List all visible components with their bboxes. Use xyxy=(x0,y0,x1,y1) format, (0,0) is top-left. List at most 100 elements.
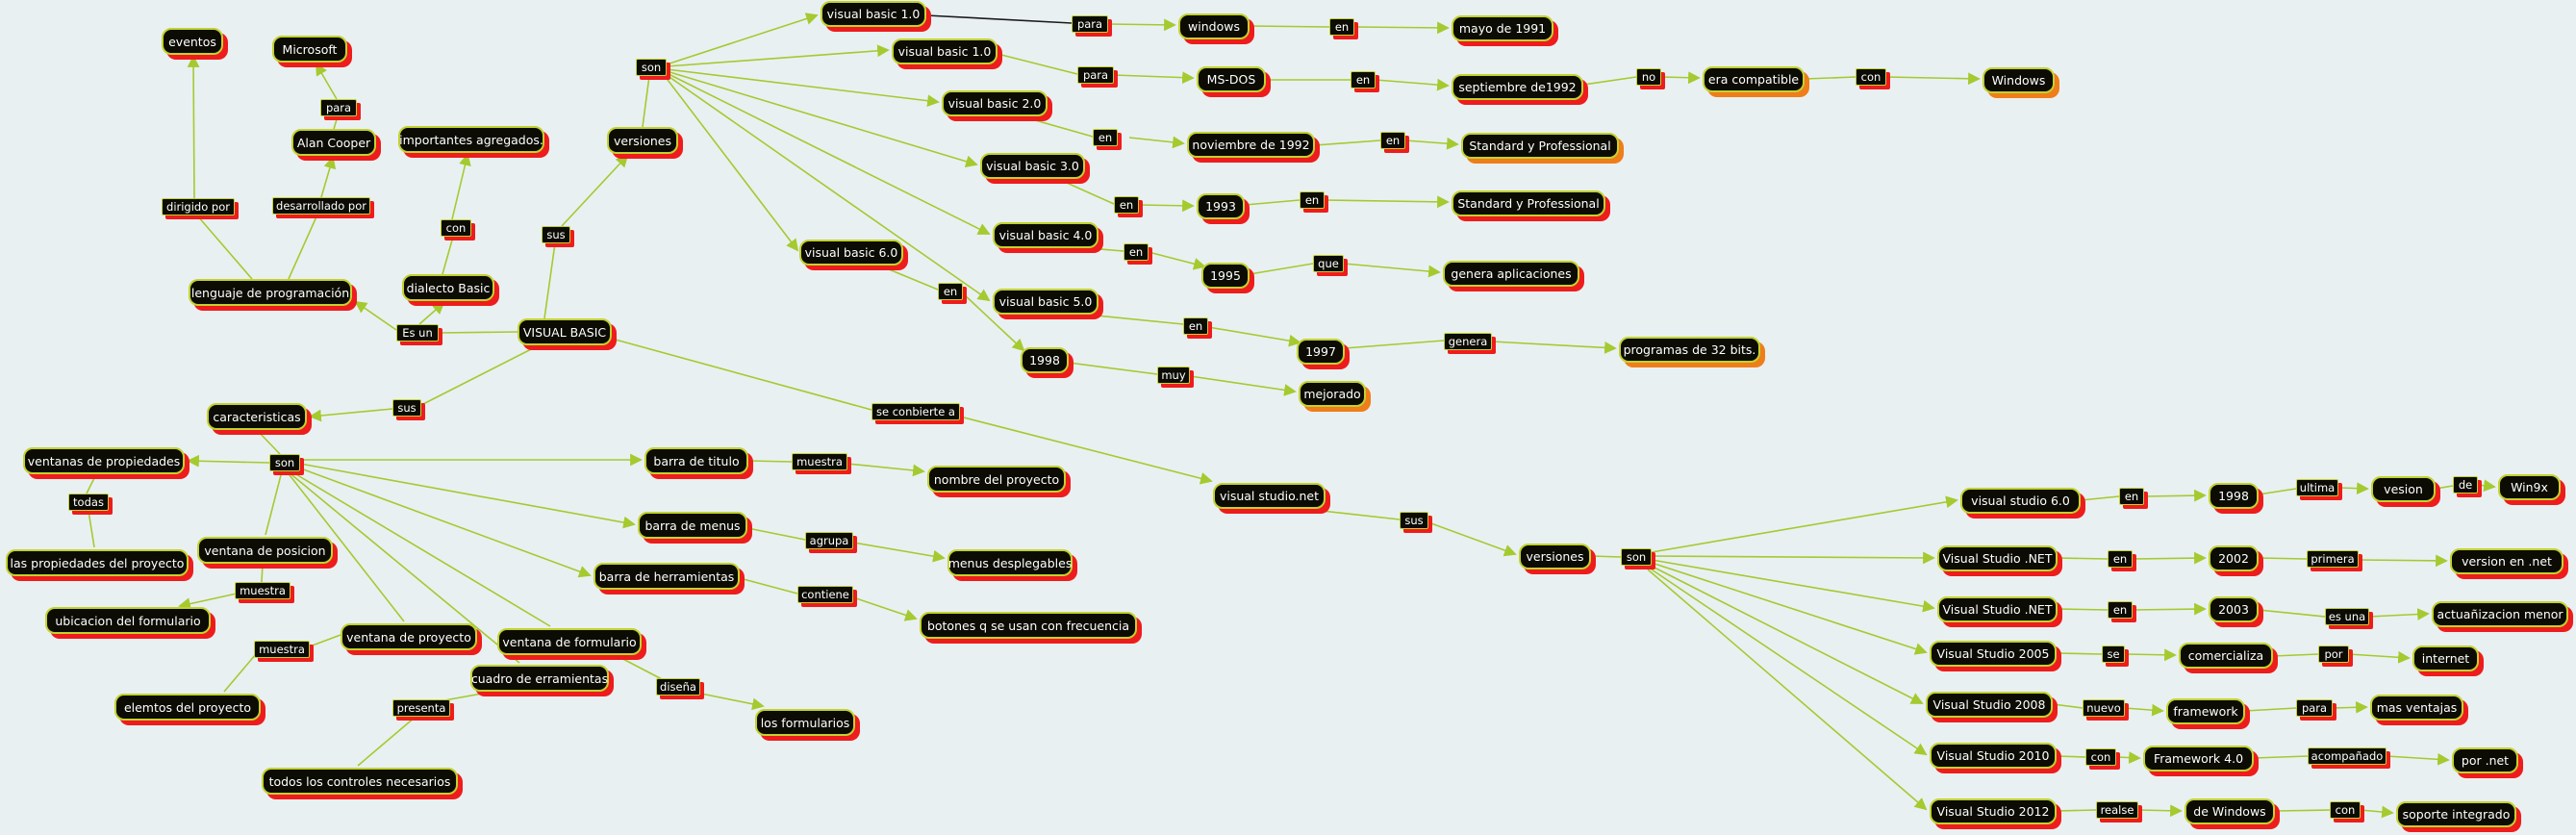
concept-anio-1998-der[interactable]: 1998 xyxy=(2209,483,2259,509)
concept-todos-controles[interactable]: todos los controles necesarios xyxy=(262,768,458,795)
concept-visual-studio-2005[interactable]: Visual Studio 2005 xyxy=(1930,641,2057,667)
concept-barra-titulo[interactable]: barra de titulo xyxy=(644,447,748,474)
concept-los-formularios[interactable]: los formularios xyxy=(755,709,855,736)
concept-cuadro-erramientas[interactable]: cuadro de erramientas xyxy=(470,665,609,692)
concept-anio-1998-izq[interactable]: 1998 xyxy=(1021,347,1069,373)
concept-win9x[interactable]: Win9x xyxy=(2498,474,2561,500)
concept-ventana-proyecto[interactable]: ventana de proyecto xyxy=(341,623,477,650)
link-label-con-windows[interactable]: con xyxy=(1856,68,1886,86)
concept-ventana-posicion[interactable]: ventana de posicion xyxy=(197,537,333,564)
concept-era-compatible[interactable]: era compatible xyxy=(1703,66,1805,92)
link-label-en-standard-2[interactable]: en xyxy=(1300,191,1325,209)
concept-vesion[interactable]: vesion xyxy=(2371,476,2436,502)
link-label-acompanado[interactable]: acompañado xyxy=(2308,747,2387,765)
concept-vb50[interactable]: visual basic 5.0 xyxy=(993,289,1099,315)
concept-visual-studio-2012[interactable]: Visual Studio 2012 xyxy=(1930,798,2057,824)
link-label-muy[interactable]: muy xyxy=(1157,367,1190,384)
link-label-primera[interactable]: primera xyxy=(2307,550,2359,568)
concept-ventana-formulario[interactable]: ventana de formulario xyxy=(497,628,642,655)
concept-elemtos-proyecto[interactable]: elemtos del proyecto xyxy=(114,694,261,721)
link-label-en-2003[interactable]: en xyxy=(2108,601,2133,619)
link-label-ultima[interactable]: ultima xyxy=(2296,479,2338,496)
link-label-agrupa[interactable]: agrupa xyxy=(805,532,853,549)
link-label-realse[interactable]: realse xyxy=(2096,801,2138,819)
link-label-desarrollado-por[interactable]: desarrollado por xyxy=(272,197,370,215)
concept-barra-menus[interactable]: barra de menus xyxy=(638,512,747,539)
concept-anio-2003[interactable]: 2003 xyxy=(2209,596,2259,622)
concept-internet[interactable]: internet xyxy=(2412,645,2479,671)
link-label-con-soporte[interactable]: con xyxy=(2330,801,2361,819)
concept-version-en-net[interactable]: version en .net xyxy=(2450,548,2563,574)
link-label-no-era[interactable]: no xyxy=(1636,68,1661,86)
link-label-en-mayo[interactable]: en xyxy=(1329,18,1354,36)
concept-anio-1997[interactable]: 1997 xyxy=(1297,339,1345,365)
link-label-muestra-titulo[interactable]: muestra xyxy=(792,453,847,470)
concept-windows-izq[interactable]: windows xyxy=(1178,13,1250,39)
concept-lenguaje-programacion[interactable]: lenguaje de programación xyxy=(189,279,352,306)
link-label-todas[interactable]: todas xyxy=(68,493,109,511)
concept-genera-aplicaciones[interactable]: genera aplicaciones xyxy=(1443,261,1579,287)
concept-framework[interactable]: framework xyxy=(2166,698,2245,724)
concept-por-net[interactable]: por .net xyxy=(2452,747,2518,773)
concept-visual-studio-net-2[interactable]: Visual Studio .NET xyxy=(1937,596,2058,622)
link-label-por[interactable]: por xyxy=(2318,645,2349,663)
concept-visual-studio-60[interactable]: visual studio 6.0 xyxy=(1960,488,2081,514)
link-label-con-framework[interactable]: con xyxy=(2085,748,2116,766)
link-label-en-noviembre[interactable]: en xyxy=(1093,129,1118,146)
concept-visual-studio-net-1[interactable]: Visual Studio .NET xyxy=(1937,545,2058,571)
concept-ms-dos[interactable]: MS-DOS xyxy=(1197,66,1266,92)
concept-menus-desplegables[interactable]: menus desplegables xyxy=(947,549,1073,576)
link-label-que-genera[interactable]: que xyxy=(1313,255,1344,272)
link-label-contiene[interactable]: contiene xyxy=(797,586,853,603)
link-label-en-1995[interactable]: en xyxy=(1124,243,1149,261)
concept-windows-der[interactable]: Windows xyxy=(1983,67,2055,93)
concept-mayo-1991[interactable]: mayo de 1991 xyxy=(1452,15,1553,41)
concept-barra-herramientas[interactable]: barra de herramientas xyxy=(593,563,740,590)
link-label-para-msdos[interactable]: para xyxy=(1077,66,1114,84)
concept-dialecto-basic[interactable]: dialecto Basic xyxy=(402,274,494,301)
link-label-en-septiembre[interactable]: en xyxy=(1351,71,1376,89)
link-label-sus-visual-studio[interactable]: sus xyxy=(1400,512,1428,529)
concept-alan-cooper[interactable]: Alan Cooper xyxy=(291,129,376,156)
link-label-para-windows[interactable]: para xyxy=(1072,15,1108,33)
link-label-muestra-proyecto[interactable]: muestra xyxy=(254,641,310,658)
concept-standard-professional-2[interactable]: Standard y Professional xyxy=(1452,190,1605,216)
concept-eventos[interactable]: eventos xyxy=(162,28,223,55)
concept-vb10-a[interactable]: visual basic 1.0 xyxy=(821,1,926,27)
concept-vb20[interactable]: visual basic 2.0 xyxy=(942,90,1048,116)
concept-ubicacion-formulario[interactable]: ubicacion del formulario xyxy=(45,607,211,634)
link-label-muestra-posicion[interactable]: muestra xyxy=(235,582,290,599)
concept-mejorado[interactable]: mejorado xyxy=(1299,381,1366,407)
concept-noviembre-1992[interactable]: noviembre de 1992 xyxy=(1187,132,1315,158)
link-label-dirigido-por[interactable]: dirigido por xyxy=(162,198,235,215)
concept-versiones-der[interactable]: versiones xyxy=(1519,544,1591,569)
link-label-se[interactable]: se xyxy=(2102,645,2125,663)
concept-standard-professional-1[interactable]: Standard y Professional xyxy=(1461,133,1619,159)
link-label-en-2002[interactable]: en xyxy=(2108,550,2133,568)
concept-anio-1993[interactable]: 1993 xyxy=(1197,193,1245,219)
concept-anio-2002[interactable]: 2002 xyxy=(2209,545,2259,571)
concept-de-windows[interactable]: de Windows xyxy=(2185,798,2275,824)
concept-vb40[interactable]: visual basic 4.0 xyxy=(993,222,1099,248)
link-label-presenta[interactable]: presenta xyxy=(392,699,450,717)
link-label-son-visual-studio[interactable]: son xyxy=(1621,548,1652,566)
concept-ventanas-propiedades[interactable]: ventanas de propiedades xyxy=(23,447,185,474)
concept-vb60[interactable]: visual basic 6.0 xyxy=(799,240,903,266)
link-label-disena[interactable]: diseña xyxy=(656,678,700,696)
concept-visual-studio-2008[interactable]: Visual Studio 2008 xyxy=(1926,692,2053,718)
link-label-en-1993[interactable]: en xyxy=(1114,196,1139,214)
concept-importantes-agregados[interactable]: importantes agregados. xyxy=(398,126,544,153)
link-label-en-1997[interactable]: en xyxy=(1183,317,1208,335)
concept-vb30[interactable]: visual basic 3.0 xyxy=(980,153,1085,179)
concept-actuanizacion-menor[interactable]: actuañizacion menor xyxy=(2432,601,2568,627)
concept-anio-1995[interactable]: 1995 xyxy=(1201,263,1250,289)
link-label-nuevo[interactable]: nuevo xyxy=(2083,699,2125,717)
concept-mas-ventajas[interactable]: mas ventajas xyxy=(2370,695,2463,721)
link-label-sus-caracteristicas[interactable]: sus xyxy=(392,399,421,417)
concept-visual-studio-net[interactable]: visual studio.net xyxy=(1213,483,1326,509)
link-label-en-1998[interactable]: en xyxy=(938,283,963,300)
link-label-se-conbierte-a[interactable]: se conbierte a xyxy=(871,403,960,420)
concept-soporte-integrado[interactable]: soporte integrado xyxy=(2396,801,2516,827)
link-label-son-top[interactable]: son xyxy=(636,59,667,76)
